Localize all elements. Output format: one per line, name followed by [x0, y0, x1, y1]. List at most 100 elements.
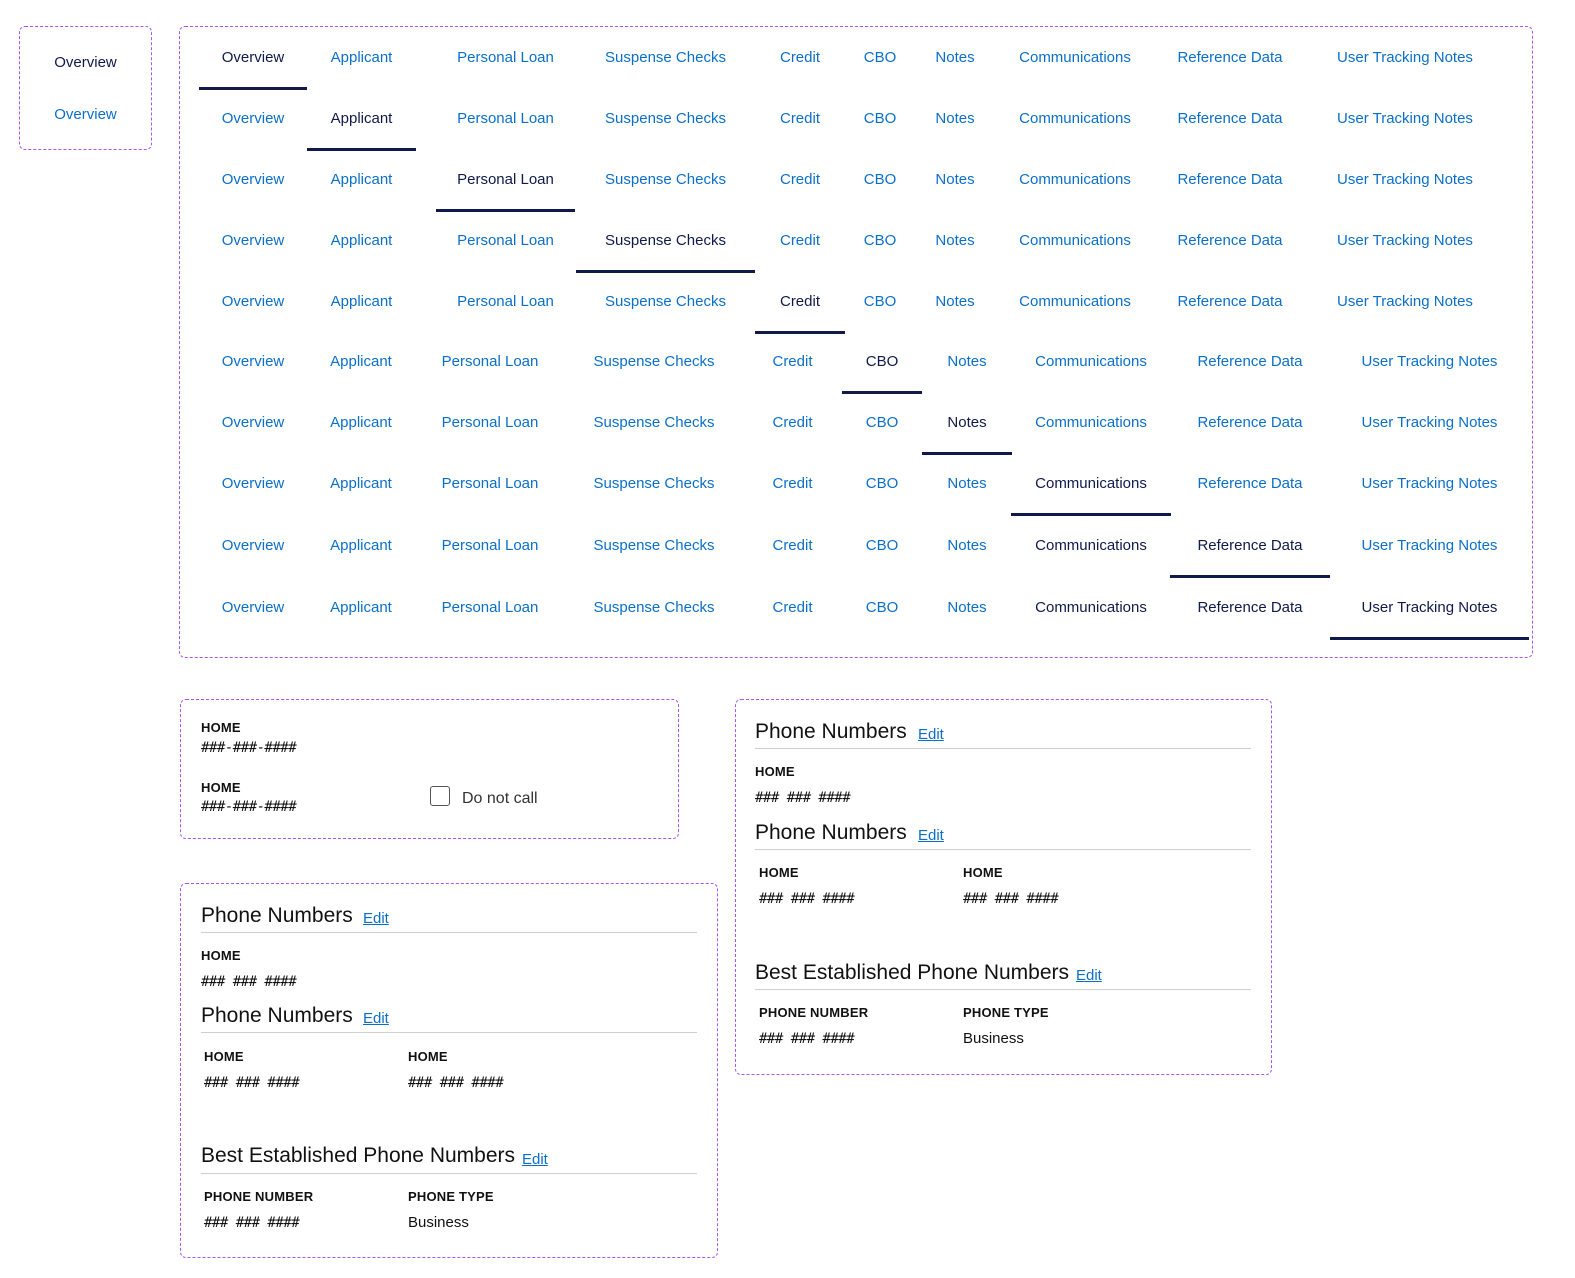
tab-reference-data[interactable]: Reference Data — [1197, 353, 1303, 370]
tab-suspense-checks[interactable]: Suspense Checks — [605, 293, 726, 310]
tab-overview[interactable]: Overview — [221, 171, 285, 188]
tab-communications[interactable]: Communications — [1035, 353, 1147, 370]
tab-personal-loan[interactable]: Personal Loan — [441, 537, 539, 554]
tab-notes[interactable]: Notes — [947, 353, 987, 370]
tab-notes[interactable]: Notes — [947, 599, 987, 616]
overview-tab-active[interactable]: Overview — [54, 54, 117, 71]
tab-user-tracking-notes[interactable]: User Tracking Notes — [1337, 110, 1473, 127]
tab-suspense-checks[interactable]: Suspense Checks — [593, 414, 715, 431]
edit-link[interactable]: Edit — [363, 1010, 389, 1027]
tab-notes[interactable]: Notes — [922, 404, 1012, 455]
tab-reference-data[interactable]: Reference Data — [1177, 232, 1283, 249]
tab-user-tracking-notes[interactable]: User Tracking Notes — [1337, 293, 1473, 310]
tab-cbo[interactable]: CBO — [863, 110, 897, 127]
tab-applicant[interactable]: Applicant — [330, 49, 393, 66]
tab-overview[interactable]: Overview — [221, 110, 285, 127]
tab-communications[interactable]: Communications — [1019, 49, 1131, 66]
tab-user-tracking-notes[interactable]: User Tracking Notes — [1361, 353, 1498, 370]
tab-user-tracking-notes[interactable]: User Tracking Notes — [1361, 475, 1498, 492]
tab-applicant[interactable]: Applicant — [307, 100, 416, 151]
tab-cbo[interactable]: CBO — [842, 343, 922, 394]
tab-personal-loan[interactable]: Personal Loan — [441, 475, 539, 492]
tab-communications[interactable]: Communications — [1019, 293, 1131, 310]
tab-applicant[interactable]: Applicant — [330, 171, 393, 188]
tab-credit[interactable]: Credit — [779, 232, 820, 249]
tab-overview[interactable]: Overview — [221, 232, 285, 249]
tab-cbo[interactable]: CBO — [863, 171, 897, 188]
tab-reference-data[interactable]: Reference Data — [1197, 475, 1303, 492]
tab-reference-data[interactable]: Reference Data — [1177, 49, 1283, 66]
tab-applicant[interactable]: Applicant — [330, 293, 393, 310]
tab-credit[interactable]: Credit — [772, 537, 813, 554]
edit-link[interactable]: Edit — [1076, 967, 1102, 984]
tab-overview[interactable]: Overview — [221, 599, 285, 616]
tab-notes[interactable]: Notes — [935, 49, 975, 66]
tab-reference-data[interactable]: Reference Data — [1177, 293, 1283, 310]
edit-link[interactable]: Edit — [522, 1151, 548, 1168]
tab-personal-loan[interactable]: Personal Loan — [436, 161, 575, 212]
tab-user-tracking-notes[interactable]: User Tracking Notes — [1361, 537, 1498, 554]
tab-reference-data[interactable]: Reference Data — [1177, 110, 1283, 127]
tab-overview[interactable]: Overview — [221, 475, 285, 492]
edit-link[interactable]: Edit — [918, 726, 944, 743]
tab-notes[interactable]: Notes — [947, 537, 987, 554]
tab-credit[interactable]: Credit — [779, 110, 820, 127]
tab-personal-loan[interactable]: Personal Loan — [457, 232, 554, 249]
tab-credit[interactable]: Credit — [772, 475, 813, 492]
tab-credit[interactable]: Credit — [772, 599, 813, 616]
tab-personal-loan[interactable]: Personal Loan — [457, 293, 554, 310]
tab-suspense-checks[interactable]: Suspense Checks — [593, 475, 715, 492]
tab-suspense-checks[interactable]: Suspense Checks — [593, 599, 715, 616]
tab-suspense-checks[interactable]: Suspense Checks — [605, 49, 726, 66]
tab-reference-data[interactable]: Reference Data — [1197, 599, 1303, 616]
tab-notes[interactable]: Notes — [935, 110, 975, 127]
edit-link[interactable]: Edit — [918, 827, 944, 844]
tab-communications[interactable]: Communications — [1035, 414, 1147, 431]
tab-personal-loan[interactable]: Personal Loan — [441, 414, 539, 431]
tab-cbo[interactable]: CBO — [865, 475, 899, 492]
tab-suspense-checks[interactable]: Suspense Checks — [593, 537, 715, 554]
tab-user-tracking-notes[interactable]: User Tracking Notes — [1337, 232, 1473, 249]
tab-suspense-checks[interactable]: Suspense Checks — [605, 110, 726, 127]
tab-notes[interactable]: Notes — [935, 232, 975, 249]
tab-applicant[interactable]: Applicant — [330, 475, 392, 492]
tab-personal-loan[interactable]: Personal Loan — [441, 599, 539, 616]
tab-reference-data[interactable]: Reference Data — [1197, 414, 1303, 431]
tab-cbo[interactable]: CBO — [863, 49, 897, 66]
tab-communications[interactable]: Communications — [1019, 171, 1131, 188]
tab-reference-data[interactable]: Reference Data — [1170, 527, 1330, 578]
tab-applicant[interactable]: Applicant — [330, 353, 392, 370]
tab-communications[interactable]: Communications — [1019, 232, 1131, 249]
tab-cbo[interactable]: CBO — [865, 414, 899, 431]
tab-cbo[interactable]: CBO — [865, 537, 899, 554]
tab-cbo[interactable]: CBO — [863, 232, 897, 249]
tab-applicant[interactable]: Applicant — [330, 232, 393, 249]
tab-user-tracking-notes[interactable]: User Tracking Notes — [1337, 49, 1473, 66]
tab-cbo[interactable]: CBO — [865, 599, 899, 616]
tab-personal-loan[interactable]: Personal Loan — [457, 110, 554, 127]
tab-suspense-checks[interactable]: Suspense Checks — [593, 353, 715, 370]
tab-user-tracking-notes[interactable]: User Tracking Notes — [1361, 414, 1498, 431]
tab-applicant[interactable]: Applicant — [330, 414, 392, 431]
tab-credit[interactable]: Credit — [779, 171, 820, 188]
tab-communications[interactable]: Communications — [1011, 465, 1171, 516]
tab-credit[interactable]: Credit — [772, 414, 813, 431]
tab-applicant[interactable]: Applicant — [330, 537, 392, 554]
tab-suspense-checks[interactable]: Suspense Checks — [605, 171, 726, 188]
tab-communications[interactable]: Communications — [1035, 537, 1147, 554]
tab-notes[interactable]: Notes — [947, 475, 987, 492]
tab-communications[interactable]: Communications — [1019, 110, 1131, 127]
tab-overview[interactable]: Overview — [221, 353, 285, 370]
tab-overview[interactable]: Overview — [221, 414, 285, 431]
tab-overview[interactable]: Overview — [199, 39, 307, 90]
tab-overview[interactable]: Overview — [221, 293, 285, 310]
edit-link[interactable]: Edit — [363, 910, 389, 927]
tab-notes[interactable]: Notes — [935, 293, 975, 310]
tab-personal-loan[interactable]: Personal Loan — [457, 49, 554, 66]
tab-user-tracking-notes[interactable]: User Tracking Notes — [1337, 171, 1473, 188]
tab-personal-loan[interactable]: Personal Loan — [441, 353, 539, 370]
tab-credit[interactable]: Credit — [772, 353, 813, 370]
tab-suspense-checks[interactable]: Suspense Checks — [576, 222, 755, 273]
tab-reference-data[interactable]: Reference Data — [1177, 171, 1283, 188]
tab-user-tracking-notes[interactable]: User Tracking Notes — [1330, 589, 1529, 640]
